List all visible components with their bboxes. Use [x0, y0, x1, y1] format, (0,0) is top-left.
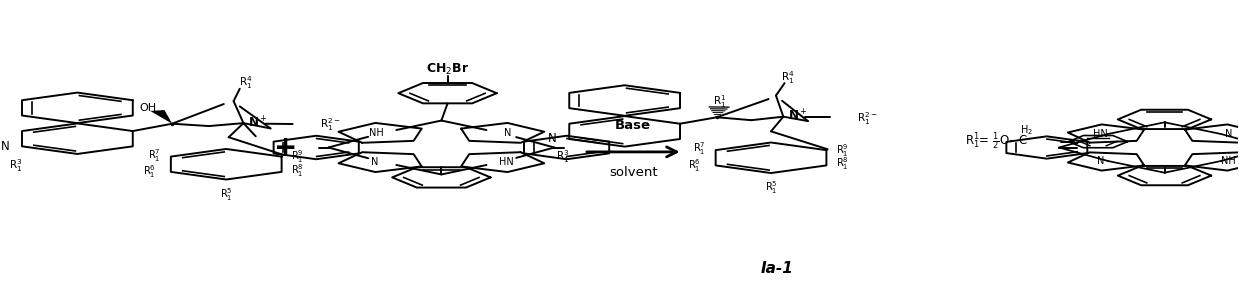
Text: R$_1^3$: R$_1^3$	[556, 148, 570, 165]
Text: R$_1^5$: R$_1^5$	[219, 186, 233, 203]
Text: R$_1^1$: R$_1^1$	[712, 93, 726, 109]
Text: N$^+$: N$^+$	[248, 115, 268, 131]
Text: R$_1^4$: R$_1^4$	[239, 75, 253, 91]
Text: N: N	[1224, 129, 1232, 139]
Text: N: N	[548, 132, 558, 145]
Text: R$_1^1$= $\frac{1}{2}$O$-$C: R$_1^1$= $\frac{1}{2}$O$-$C	[965, 131, 1028, 153]
Text: N: N	[372, 157, 379, 167]
Text: Base: Base	[616, 119, 652, 132]
Text: R$_1^{2-}$: R$_1^{2-}$	[857, 110, 877, 127]
Text: N: N	[1, 140, 10, 153]
Text: NH: NH	[369, 128, 384, 138]
Text: R$_1^9$: R$_1^9$	[291, 148, 304, 165]
Text: OH: OH	[139, 103, 156, 113]
Text: R$_1^4$: R$_1^4$	[782, 70, 795, 86]
Text: R$_1^3$: R$_1^3$	[9, 157, 22, 174]
Text: R$_1^{2-}$: R$_1^{2-}$	[320, 116, 341, 133]
Text: H$_2$: H$_2$	[1020, 123, 1033, 137]
Text: R$_1^6$: R$_1^6$	[144, 163, 156, 180]
Text: N: N	[1097, 156, 1104, 166]
Text: HN: HN	[1093, 129, 1108, 139]
Text: CH$_2$Br: CH$_2$Br	[426, 62, 470, 77]
Text: R$_1^7$: R$_1^7$	[149, 147, 161, 163]
Text: R$_1^5$: R$_1^5$	[764, 179, 777, 196]
Text: N: N	[504, 128, 512, 138]
Text: R$_1^8$: R$_1^8$	[291, 162, 305, 179]
Text: R$_1^6$: R$_1^6$	[688, 157, 701, 174]
Text: HN: HN	[499, 157, 514, 167]
Text: Ia-1: Ia-1	[761, 261, 793, 276]
Text: R$_1^9$: R$_1^9$	[836, 142, 849, 158]
Text: solvent: solvent	[608, 166, 658, 179]
Text: +: +	[274, 134, 297, 161]
Text: R$_1^8$: R$_1^8$	[836, 155, 849, 172]
Text: R$_1^7$: R$_1^7$	[693, 140, 706, 157]
Polygon shape	[150, 110, 172, 124]
Text: NH: NH	[1222, 156, 1235, 166]
Text: N$^+$: N$^+$	[788, 109, 808, 124]
